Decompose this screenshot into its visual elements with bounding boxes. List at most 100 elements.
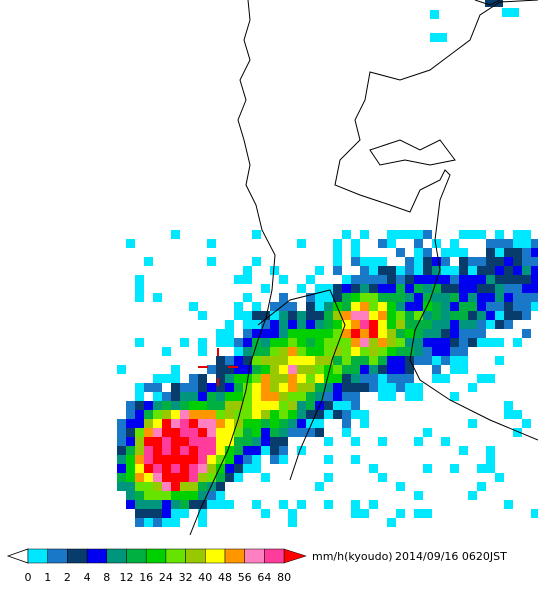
legend-swatch — [185, 548, 206, 564]
rain-cell — [189, 473, 198, 482]
rain-cell — [351, 248, 360, 257]
rain-cell — [135, 284, 144, 293]
rain-cell — [423, 275, 432, 284]
rain-cell — [153, 491, 162, 500]
rain-cell — [153, 383, 162, 392]
rain-cell — [510, 8, 519, 17]
rain-cell — [306, 419, 315, 428]
rain-cell — [153, 455, 162, 464]
rain-cell — [243, 329, 252, 338]
rain-cell — [414, 320, 423, 329]
rain-cell — [423, 302, 432, 311]
rain-cell — [198, 473, 207, 482]
rain-cell — [234, 365, 243, 374]
rain-cell — [441, 248, 450, 257]
rain-cell — [279, 302, 288, 311]
rain-cell — [153, 293, 162, 302]
rain-cell — [144, 437, 153, 446]
rain-cell — [495, 275, 504, 284]
rain-cell — [324, 284, 333, 293]
rain-cell — [135, 419, 144, 428]
rain-cell — [189, 383, 198, 392]
rain-cell — [495, 239, 504, 248]
rain-cell — [405, 374, 414, 383]
rain-cell — [234, 302, 243, 311]
rain-cell — [171, 509, 180, 518]
rain-cell — [414, 257, 423, 266]
rain-cell — [459, 275, 468, 284]
rain-cell — [486, 374, 495, 383]
rain-cell — [342, 293, 351, 302]
rain-cell — [513, 266, 522, 275]
rain-cell — [171, 455, 180, 464]
rain-cell — [450, 356, 459, 365]
rain-cell — [405, 266, 414, 275]
rain-cell — [504, 302, 513, 311]
rain-cell — [135, 482, 144, 491]
rain-cell — [225, 500, 234, 509]
rain-cell — [351, 455, 360, 464]
rain-cell — [531, 284, 538, 293]
rain-cell — [171, 374, 180, 383]
rain-cell — [252, 302, 261, 311]
rain-cell — [351, 275, 360, 284]
rain-cell — [387, 302, 396, 311]
rain-cell — [279, 446, 288, 455]
rain-cell — [324, 302, 333, 311]
rain-cell — [351, 311, 360, 320]
rain-cell — [378, 293, 387, 302]
rain-cell — [396, 302, 405, 311]
timestamp: 2014/09/16 0620JST — [395, 550, 507, 563]
legend-swatch — [224, 548, 245, 564]
rain-cell — [396, 509, 405, 518]
rain-cell — [405, 275, 414, 284]
rain-cell — [531, 257, 538, 266]
rain-cell — [468, 266, 477, 275]
rain-cell — [387, 320, 396, 329]
rain-cell — [342, 428, 351, 437]
rain-cell — [333, 365, 342, 374]
rain-cell — [405, 383, 414, 392]
rain-cell — [405, 257, 414, 266]
legend-swatch — [264, 548, 285, 564]
legend-over — [283, 548, 307, 564]
rain-cell — [234, 338, 243, 347]
rain-cell — [477, 482, 486, 491]
rain-cell — [306, 311, 315, 320]
rain-cell — [216, 374, 225, 383]
rain-cell — [414, 338, 423, 347]
rain-cell — [423, 338, 432, 347]
legend-label: 0 — [25, 571, 32, 584]
rain-cell — [423, 329, 432, 338]
rain-cell — [378, 356, 387, 365]
rain-cell — [225, 320, 234, 329]
rain-cell — [459, 338, 468, 347]
rain-cell — [216, 329, 225, 338]
rain-cell — [297, 356, 306, 365]
rain-cell — [153, 374, 162, 383]
rain-cell — [324, 455, 333, 464]
rain-cell — [360, 320, 369, 329]
rain-cell — [504, 275, 513, 284]
rain-cell — [189, 419, 198, 428]
rain-cell — [441, 257, 450, 266]
rain-cell — [513, 428, 522, 437]
rain-cell — [153, 401, 162, 410]
rain-cell — [414, 275, 423, 284]
rain-cell — [423, 320, 432, 329]
rain-cell — [396, 347, 405, 356]
crosshair — [198, 348, 238, 386]
rain-cell — [198, 509, 207, 518]
rain-cell — [207, 473, 216, 482]
rain-cell — [342, 356, 351, 365]
rain-cell — [369, 284, 378, 293]
rain-cell — [459, 248, 468, 257]
rain-cell — [522, 257, 531, 266]
rain-cell — [270, 329, 279, 338]
rain-cell — [477, 230, 486, 239]
rain-cell — [261, 365, 270, 374]
rain-cell — [144, 455, 153, 464]
rain-cell — [351, 392, 360, 401]
rain-cell — [405, 311, 414, 320]
rain-cell — [315, 311, 324, 320]
